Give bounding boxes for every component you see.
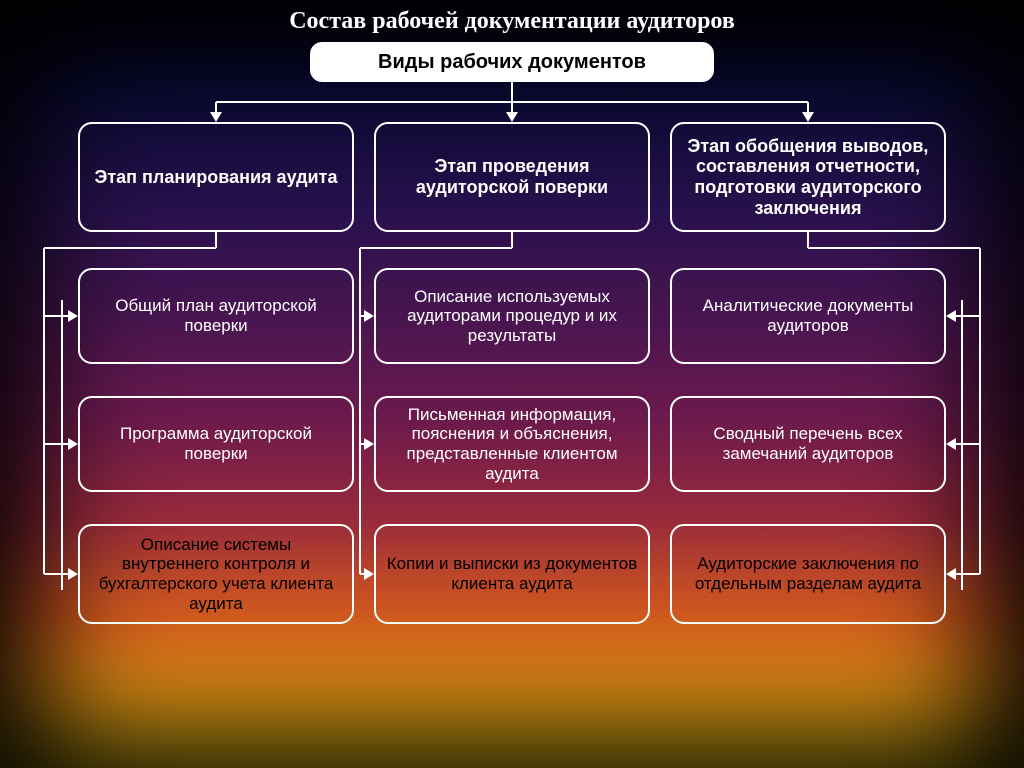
item-label: Копии и выписки из документов клиента ау… [386, 554, 638, 593]
stage-label: Этап планирования аудита [95, 167, 338, 188]
item-box-1-2: Копии и выписки из документов клиента ау… [374, 524, 650, 624]
stage-label: Этап обобщения выводов, составления отче… [682, 136, 934, 219]
item-label: Аудиторские заключения по отдельным разд… [682, 554, 934, 593]
root-label: Виды рабочих документов [378, 51, 646, 74]
item-label: Описание используемых аудиторами процеду… [386, 287, 638, 346]
stage-box-1: Этап проведения аудиторской поверки [374, 122, 650, 232]
item-box-1-1: Письменная информа­ция, пояснения и объя… [374, 396, 650, 492]
item-box-1-0: Описание используемых аудиторами процеду… [374, 268, 650, 364]
item-box-2-2: Аудиторские заключения по отдельным разд… [670, 524, 946, 624]
page-title: Состав рабочей документации аудиторов [0, 8, 1024, 35]
root-node: Виды рабочих документов [310, 42, 714, 82]
item-box-2-1: Сводный перечень всех замечаний аудиторо… [670, 396, 946, 492]
connectors [0, 0, 1024, 768]
item-box-0-0: Общий план аудиторской поверки [78, 268, 354, 364]
item-label: Программа аудиторской поверки [90, 424, 342, 463]
item-label: Письменная информа­ция, пояснения и объя… [386, 405, 638, 483]
item-label: Сводный перечень всех замечаний аудиторо… [682, 424, 934, 463]
stage-box-2: Этап обобщения выводов, составления отче… [670, 122, 946, 232]
diagram-stage: Состав рабочей документации аудиторов Ви… [0, 0, 1024, 768]
item-label: Описание системы внутреннего контроля и … [90, 535, 342, 613]
item-box-0-2: Описание системы внутреннего контроля и … [78, 524, 354, 624]
stage-box-0: Этап планирования аудита [78, 122, 354, 232]
item-box-0-1: Программа аудиторской поверки [78, 396, 354, 492]
item-box-2-0: Аналитические документы аудиторов [670, 268, 946, 364]
stage-label: Этап проведения аудиторской поверки [386, 156, 638, 197]
item-label: Аналитические документы аудиторов [682, 296, 934, 335]
item-label: Общий план аудиторской поверки [90, 296, 342, 335]
